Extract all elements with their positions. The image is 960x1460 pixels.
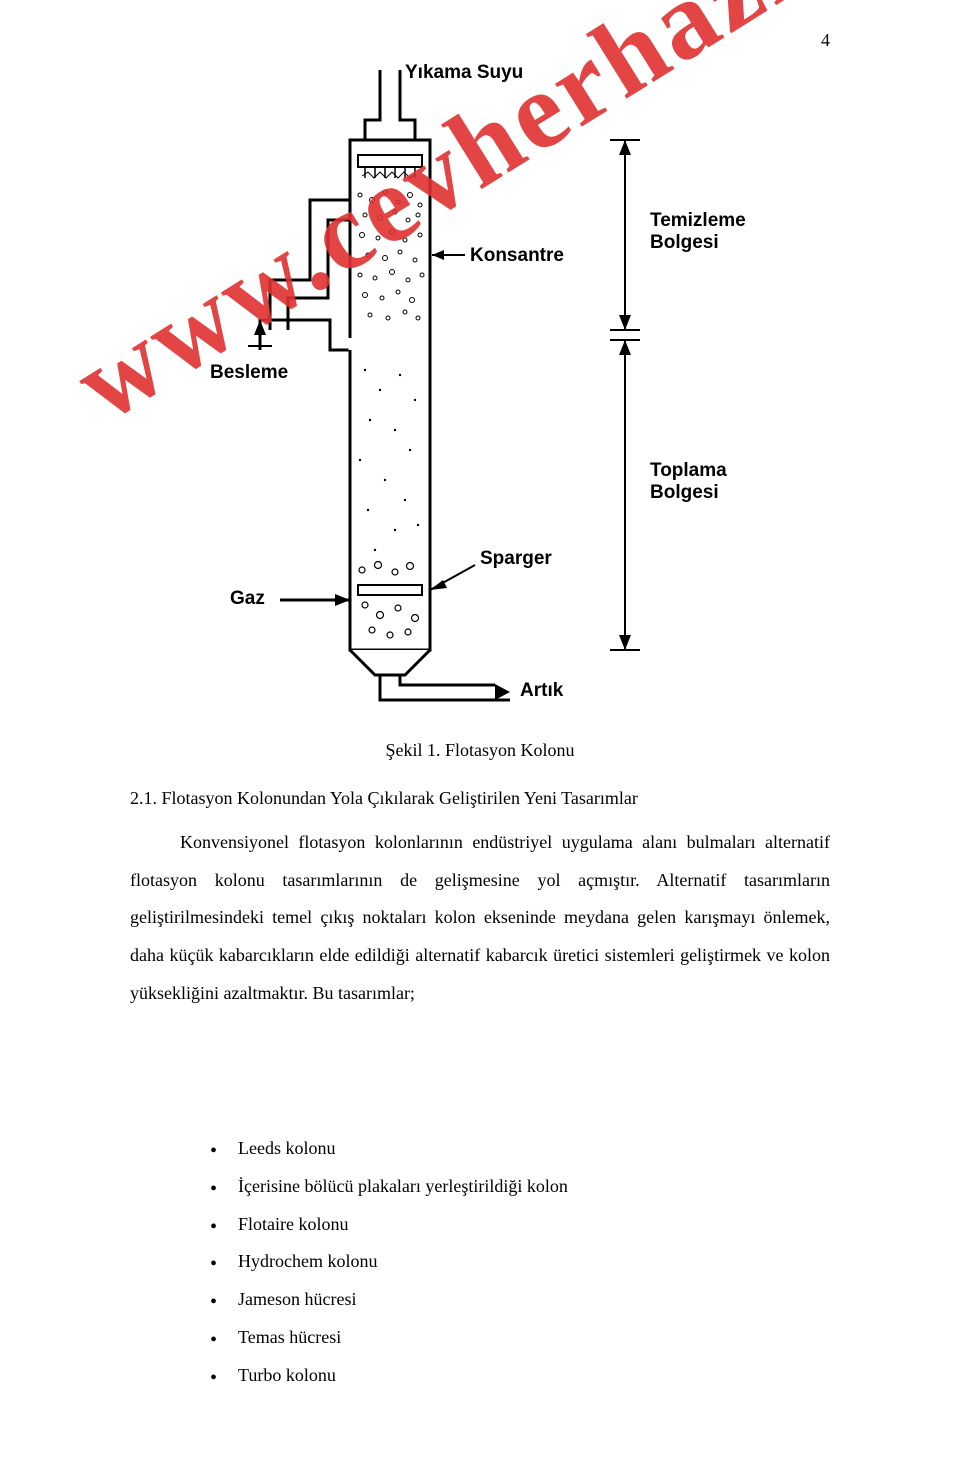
- flotation-column-diagram: Yıkama Suyu Konsantre Temizleme Bolgesi …: [200, 60, 780, 710]
- label-sparger: Sparger: [480, 548, 552, 570]
- label-temizleme-bolgesi-2: Bolgesi: [650, 232, 719, 254]
- section-title: Flotasyon Kolonundan Yola Çıkılarak Geli…: [162, 788, 638, 808]
- label-yikama-suyu: Yıkama Suyu: [405, 62, 523, 84]
- list-item: Hydrochem kolonu: [210, 1243, 568, 1281]
- list-item: Temas hücresi: [210, 1319, 568, 1357]
- list-item: Flotaire kolonu: [210, 1206, 568, 1244]
- label-toplama-bolgesi-2: Bolgesi: [650, 482, 719, 504]
- figure-caption: Şekil 1. Flotasyon Kolonu: [0, 740, 960, 761]
- list-item: Jameson hücresi: [210, 1281, 568, 1319]
- list-item: Leeds kolonu: [210, 1130, 568, 1168]
- diagram-svg: [200, 60, 780, 710]
- label-temizleme-bolgesi-1: Temizleme: [650, 210, 746, 232]
- label-artik: Artık: [520, 680, 563, 702]
- label-gaz: Gaz: [230, 588, 265, 610]
- list-item: Turbo kolonu: [210, 1357, 568, 1395]
- list-item: İçerisine bölücü plakaları yerleştirildi…: [210, 1168, 568, 1206]
- label-toplama-bolgesi-1: Toplama: [650, 460, 727, 482]
- paragraph-text: Konvensiyonel flotasyon kolonlarının end…: [130, 824, 830, 1013]
- page-number: 4: [821, 30, 830, 51]
- bullet-list: Leeds kolonu İçerisine bölücü plakaları …: [210, 1130, 568, 1395]
- label-besleme: Besleme: [210, 362, 288, 384]
- body-text: 2.1. Flotasyon Kolonundan Yola Çıkılarak…: [130, 780, 830, 1013]
- label-konsantre: Konsantre: [470, 245, 564, 267]
- section-number: 2.1.: [130, 788, 157, 808]
